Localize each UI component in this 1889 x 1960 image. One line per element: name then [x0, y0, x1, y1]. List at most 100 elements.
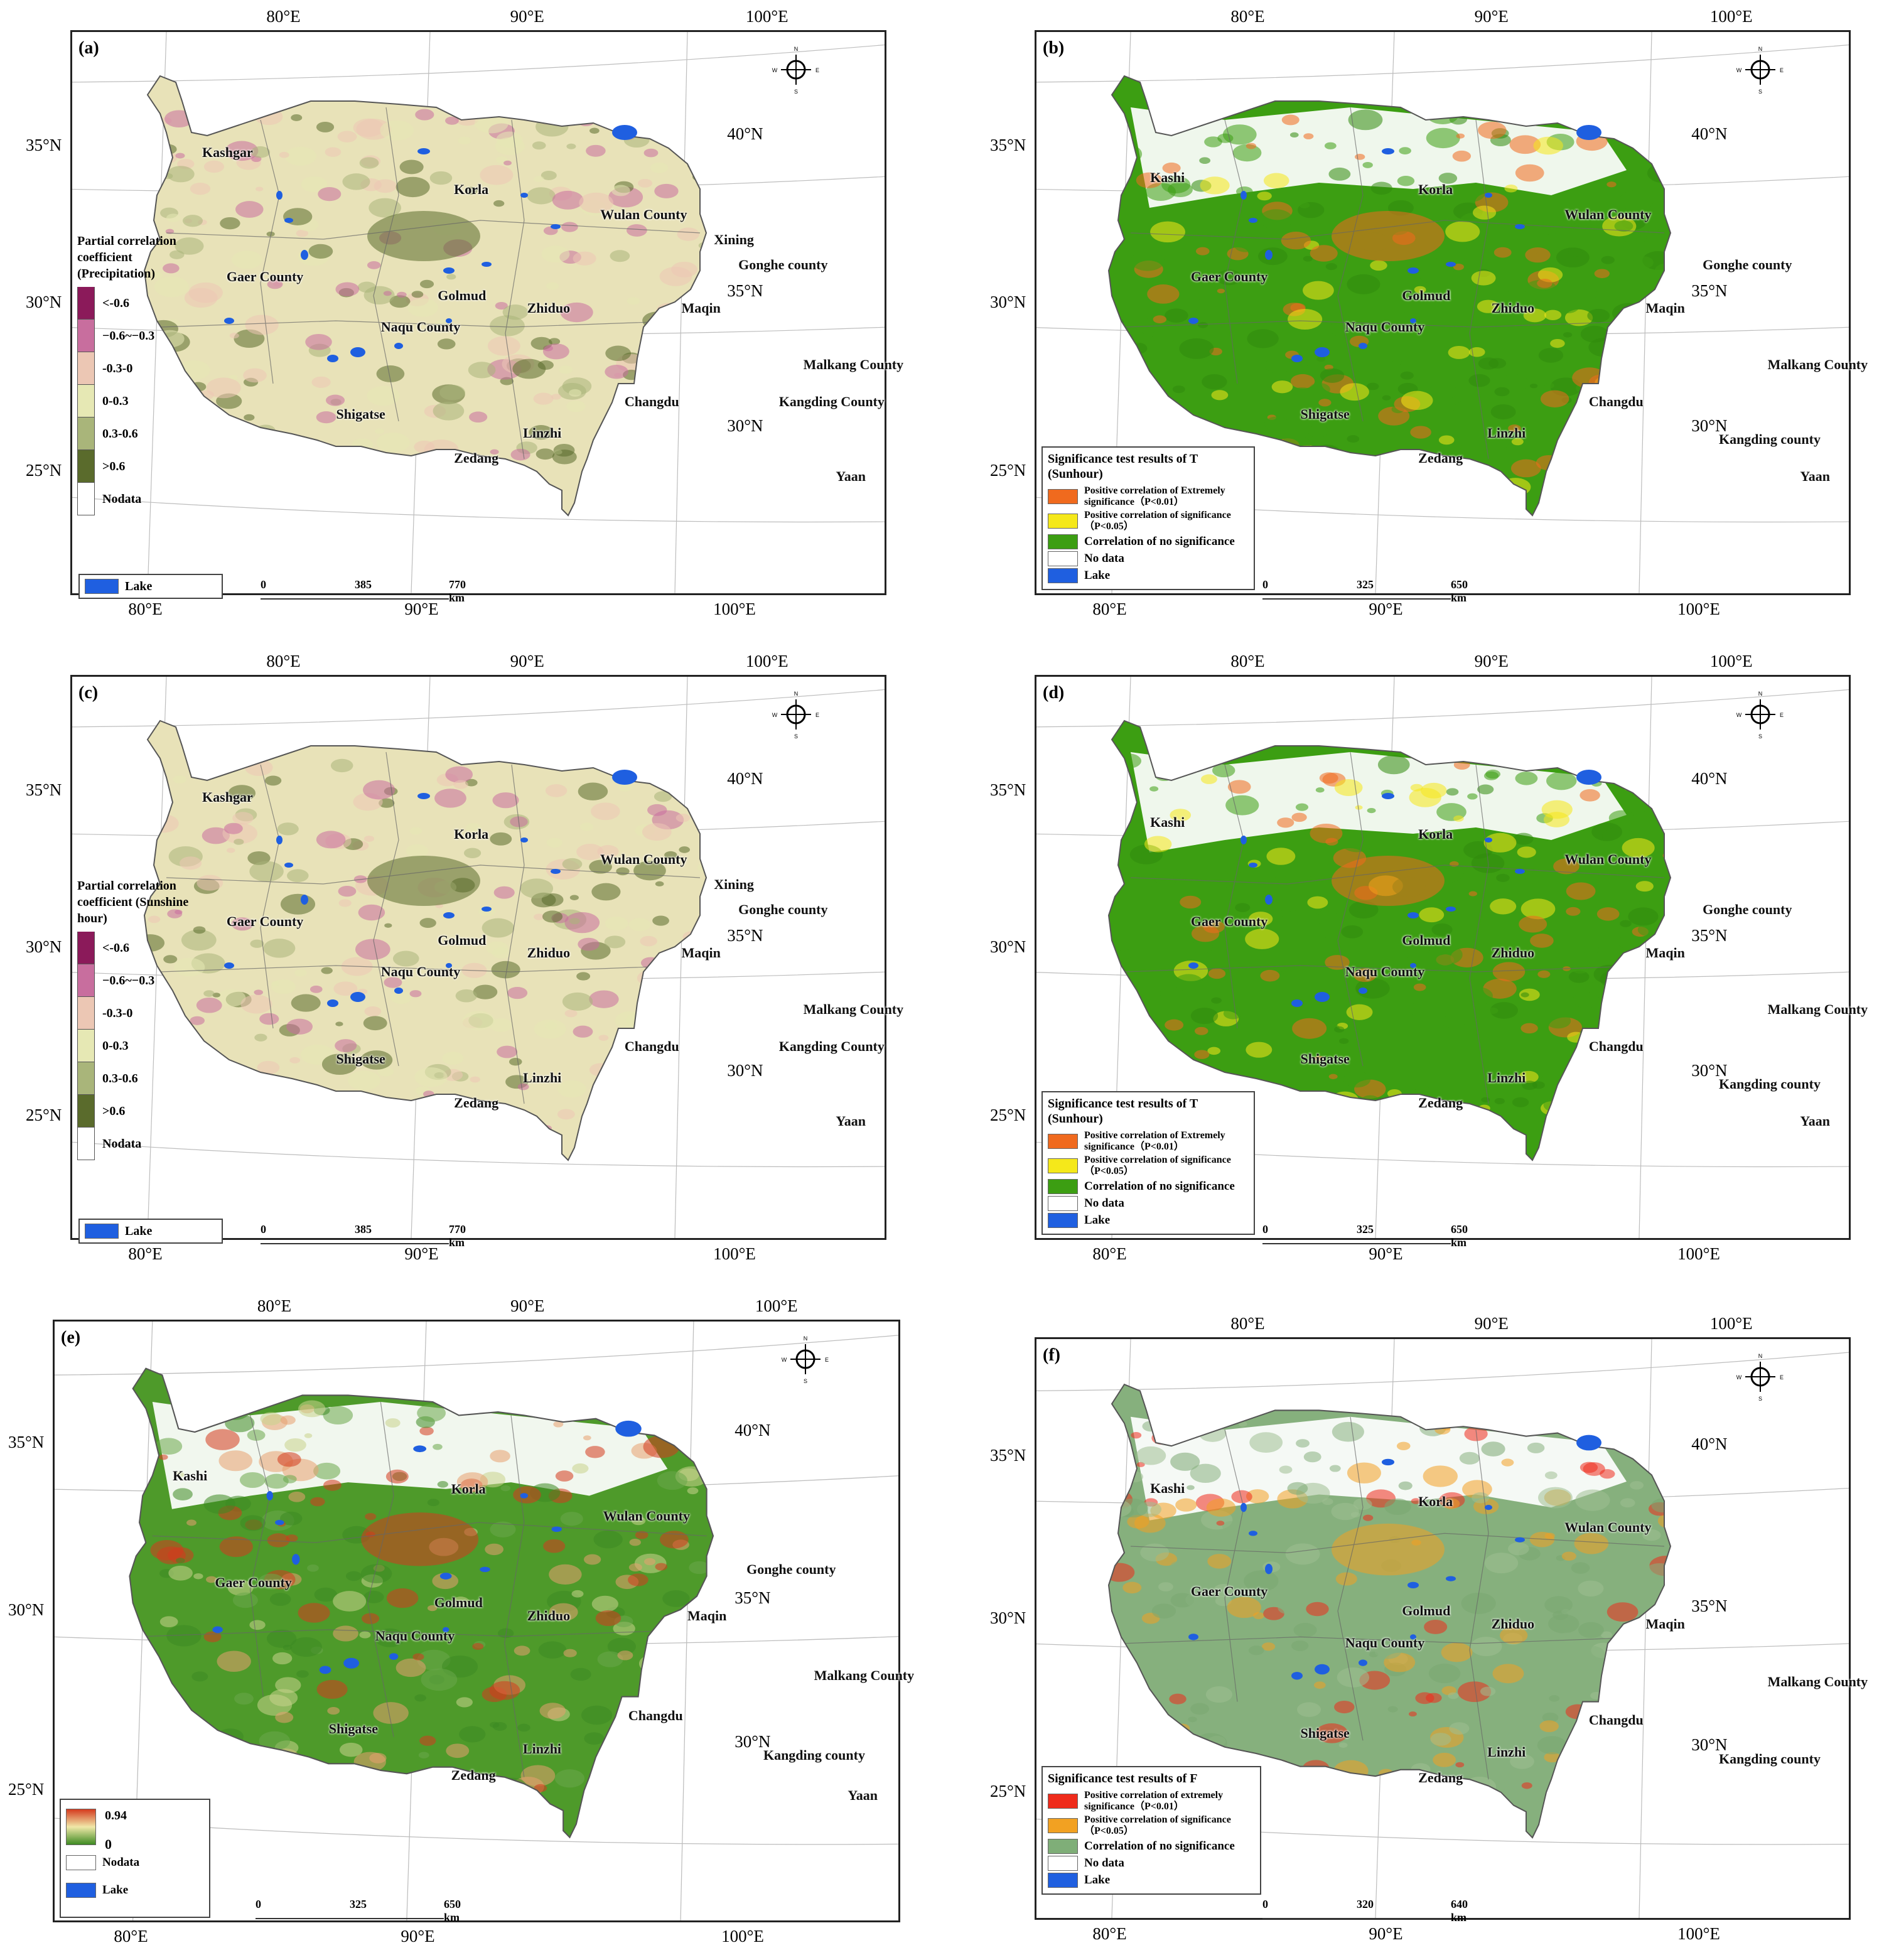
legend-item-label: No data — [1084, 552, 1124, 565]
legend-item: Correlation of no significance — [1048, 534, 1249, 549]
lon-label-bottom: 90°E — [404, 600, 439, 618]
compass-letter: E — [1780, 712, 1784, 718]
lake — [350, 347, 365, 357]
lake — [301, 895, 308, 905]
lake-legend: Lake — [78, 574, 223, 599]
legend-class-label: 0.3-0.6 — [102, 1071, 138, 1085]
lon-label-bottom: 100°E — [713, 1244, 756, 1263]
place-label-gonghe-county: Gonghe county — [746, 1561, 836, 1577]
scale-tick-label: 0 — [1262, 1223, 1268, 1236]
lon-label-bottom: 90°E — [404, 1244, 439, 1263]
lake — [1407, 912, 1419, 918]
compass-letter: E — [1780, 67, 1784, 73]
lake — [446, 963, 452, 968]
scale-line — [256, 1915, 444, 1919]
place-label-xining: Xining — [714, 876, 754, 892]
lake — [1291, 999, 1303, 1007]
panel-c-sunshine-partial-correlation: (c) Partial correlation coefficient (Sun… — [26, 652, 903, 1263]
plateau-boundary — [129, 1367, 714, 1839]
lake — [413, 1445, 427, 1453]
lon-label-top: 80°E — [266, 652, 301, 670]
place-label-zedang: Zedang — [1418, 1770, 1463, 1786]
lake-legend: Lake — [78, 1219, 223, 1244]
lake — [212, 1626, 223, 1634]
lon-label-top: 80°E — [1230, 652, 1265, 670]
lake — [417, 793, 430, 799]
place-label-zedang: Zedang — [1418, 450, 1463, 466]
place-label-zhiduo: Zhiduo — [1491, 1615, 1535, 1632]
lon-label-top: 90°E — [510, 7, 544, 26]
lake — [520, 1493, 529, 1499]
legend-item: No data — [1048, 1196, 1249, 1211]
place-label-gonghe-county: Gonghe county — [1703, 901, 1792, 917]
lat-label-right: 35°N — [727, 281, 763, 301]
place-label-changdu: Changdu — [1588, 1038, 1644, 1055]
lon-label-top: 100°E — [1709, 1314, 1753, 1333]
place-label-yaan: Yaan — [1800, 468, 1831, 485]
lat-label-right: 35°N — [1691, 281, 1728, 301]
lake — [482, 262, 492, 267]
scale-tick-label: 0 — [1262, 1898, 1268, 1910]
legend-item-label: No data — [1084, 1856, 1124, 1870]
lon-label-bottom: 100°E — [721, 1927, 764, 1946]
legend-swatch — [1048, 1856, 1078, 1871]
lon-label-bottom: 80°E — [128, 600, 163, 618]
place-label-golmud: Golmud — [1402, 932, 1451, 949]
legend-item-label: Lake — [1084, 1214, 1111, 1227]
lake — [1265, 1563, 1273, 1575]
legend-class: 0.3-0.6 — [77, 417, 203, 450]
legend-swatch — [77, 287, 95, 320]
legend-item: Lake — [1048, 1873, 1255, 1888]
compass-letter: N — [794, 46, 799, 52]
place-label-gaer-county: Gaer County — [1190, 269, 1268, 285]
legend-item-label: Lake — [1084, 1873, 1111, 1887]
legend-item: Correlation of no significance — [1048, 1839, 1255, 1854]
lake — [276, 836, 283, 844]
lon-label-bottom: 80°E — [114, 1927, 148, 1946]
lat-label-right: 30°N — [1691, 416, 1728, 435]
legend-swatch — [1048, 1818, 1078, 1833]
lake — [1515, 869, 1525, 874]
compass-letter: S — [794, 733, 798, 740]
lon-label-top: 80°E — [1230, 1314, 1265, 1333]
north-arrow-icon: N S E W — [1736, 691, 1784, 740]
lake — [1485, 837, 1492, 843]
lon-label-bottom: 80°E — [128, 1244, 163, 1263]
place-label-zhiduo: Zhiduo — [1491, 300, 1535, 316]
place-label-maqin: Maqin — [687, 1607, 727, 1623]
legend-class: 0-0.3 — [77, 385, 203, 417]
lake — [417, 148, 430, 154]
lake — [1407, 1581, 1419, 1589]
legend-swatch — [1048, 1179, 1078, 1194]
north-arrow-icon: N S E W — [1736, 46, 1784, 95]
legend-item-label: Positive correlation of extremely signif… — [1084, 1790, 1224, 1812]
legend-class: -0.3-0 — [77, 352, 203, 385]
place-label-linzhi: Linzhi — [1487, 1069, 1526, 1085]
lake — [1446, 907, 1456, 912]
place-label-yaan: Yaan — [836, 468, 866, 485]
place-label-wulan-county: Wulan County — [600, 851, 687, 868]
panel-f-significance-F: (f) Significance test results of F Posit… — [990, 1314, 1868, 1943]
lon-label-bottom: 100°E — [1677, 600, 1720, 618]
ramp-swatch — [66, 1809, 96, 1845]
legend-title: Partial correlation coefficient (Sunshin… — [77, 879, 189, 925]
scale-tick-label: 0 — [256, 1898, 261, 1910]
place-label-changdu: Changdu — [1588, 394, 1644, 410]
panel-d-significance-T: (d) Significance test results of T (Sunh… — [990, 652, 1868, 1263]
place-label-shigatse: Shigatse — [1300, 1725, 1350, 1741]
place-label-changdu: Changdu — [624, 1038, 679, 1055]
place-label-kangding-county: Kangding County — [778, 1038, 885, 1055]
lake — [1240, 191, 1247, 200]
legend-class: -0.3-0 — [77, 997, 203, 1030]
panel-e-map — [55, 1322, 898, 1920]
legend-item: Positive correlation of significance（P<0… — [1048, 1155, 1249, 1177]
lake — [446, 318, 452, 323]
lat-label-left: 30°N — [26, 293, 62, 312]
scale-tick-label: 325 — [1357, 1223, 1374, 1236]
legend-class: >0.6 — [77, 1095, 203, 1128]
lat-label-right: 30°N — [735, 1731, 771, 1751]
place-label-kashi: Kashi — [1150, 169, 1185, 185]
place-label-changdu: Changdu — [628, 1707, 683, 1723]
legend-class-label: Nodata — [102, 492, 142, 506]
place-label-gaer-county: Gaer County — [226, 913, 304, 930]
